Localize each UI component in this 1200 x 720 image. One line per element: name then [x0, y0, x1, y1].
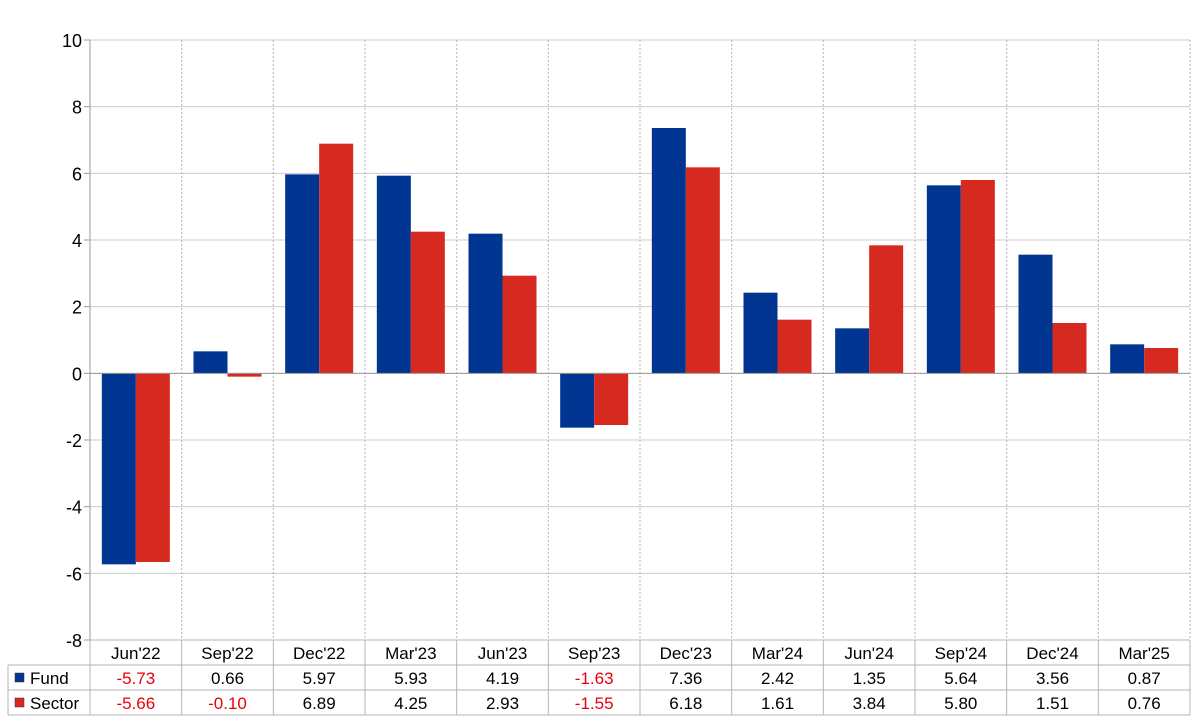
- x-category-label: Sep'24: [935, 644, 987, 663]
- legend-label-fund: Fund: [30, 669, 69, 688]
- x-category-label: Mar'24: [752, 644, 803, 663]
- data-label-sector: -5.66: [116, 694, 155, 713]
- data-label-fund: -5.73: [116, 669, 155, 688]
- bar-sector-dec22: [319, 143, 354, 374]
- data-label-sector: 1.61: [761, 694, 794, 713]
- data-label-fund: 7.36: [669, 669, 702, 688]
- bar-sector-jun24: [869, 245, 904, 374]
- data-label-fund: 2.42: [761, 669, 794, 688]
- bar-fund-sep24: [926, 185, 961, 374]
- bar-fund-jun22: [101, 373, 136, 565]
- bar-fund-sep23: [560, 373, 595, 428]
- x-category-label: Jun'23: [478, 644, 528, 663]
- bar-fund-jun23: [468, 233, 503, 374]
- bar-sector-sep24: [960, 180, 995, 374]
- data-label-sector: 6.89: [303, 694, 336, 713]
- data-label-fund: 4.19: [486, 669, 519, 688]
- data-label-fund: 5.64: [944, 669, 977, 688]
- data-label-sector: 5.80: [944, 694, 977, 713]
- y-tick-label: -8: [66, 631, 82, 651]
- data-label-fund: 3.56: [1036, 669, 1069, 688]
- data-label-sector: 6.18: [669, 694, 702, 713]
- bar-sector-jun22: [135, 373, 170, 562]
- data-label-fund: 0.66: [211, 669, 244, 688]
- legend-swatch-sector: [14, 697, 25, 708]
- x-category-label: Mar'23: [385, 644, 436, 663]
- y-tick-label: 6: [72, 164, 82, 184]
- x-category-label: Sep'22: [201, 644, 253, 663]
- bar-fund-dec23: [651, 128, 686, 374]
- y-tick-label: -6: [66, 564, 82, 584]
- data-label-fund: 5.97: [303, 669, 336, 688]
- x-category-label: Sep'23: [568, 644, 620, 663]
- bar-fund-mar24: [743, 292, 778, 374]
- x-category-label: Jun'22: [111, 644, 161, 663]
- x-category-label: Dec'24: [1026, 644, 1078, 663]
- legend-swatch-fund: [14, 672, 25, 683]
- data-label-fund: -1.63: [575, 669, 614, 688]
- data-label-sector: -0.10: [208, 694, 247, 713]
- data-label-fund: 5.93: [394, 669, 427, 688]
- bar-fund-sep22: [193, 351, 228, 374]
- y-tick-label: 10: [62, 31, 82, 51]
- bar-sector-dec24: [1052, 323, 1087, 374]
- data-label-fund: 0.87: [1128, 669, 1161, 688]
- bar-fund-mar25: [1110, 344, 1145, 374]
- bar-sector-jun23: [502, 275, 537, 374]
- bar-fund-dec22: [285, 174, 320, 374]
- legend-label-sector: Sector: [30, 694, 79, 713]
- bar-fund-mar23: [376, 175, 411, 374]
- bar-sector-sep23: [594, 373, 629, 425]
- bar-sector-sep22: [227, 373, 262, 377]
- bar-fund-jun24: [835, 328, 870, 374]
- x-category-label: Mar'25: [1118, 644, 1169, 663]
- bar-sector-mar25: [1144, 348, 1179, 374]
- data-label-sector: 2.93: [486, 694, 519, 713]
- bar-fund-dec24: [1018, 254, 1053, 374]
- data-label-sector: 4.25: [394, 694, 427, 713]
- x-category-label: Dec'22: [293, 644, 345, 663]
- data-label-sector: 3.84: [853, 694, 886, 713]
- bar-sector-mar23: [410, 231, 445, 374]
- data-label-fund: 1.35: [853, 669, 886, 688]
- data-label-sector: 1.51: [1036, 694, 1069, 713]
- bar-sector-dec23: [685, 167, 720, 374]
- data-label-sector: -1.55: [575, 694, 614, 713]
- y-tick-label: -4: [66, 498, 82, 518]
- x-category-label: Jun'24: [844, 644, 894, 663]
- y-tick-label: 4: [72, 231, 82, 251]
- y-tick-label: 2: [72, 298, 82, 318]
- data-label-sector: 0.76: [1128, 694, 1161, 713]
- y-tick-label: 0: [72, 364, 82, 384]
- y-tick-label: -2: [66, 431, 82, 451]
- bar-sector-mar24: [777, 319, 812, 374]
- x-category-label: Dec'23: [660, 644, 712, 663]
- y-tick-label: 8: [72, 98, 82, 118]
